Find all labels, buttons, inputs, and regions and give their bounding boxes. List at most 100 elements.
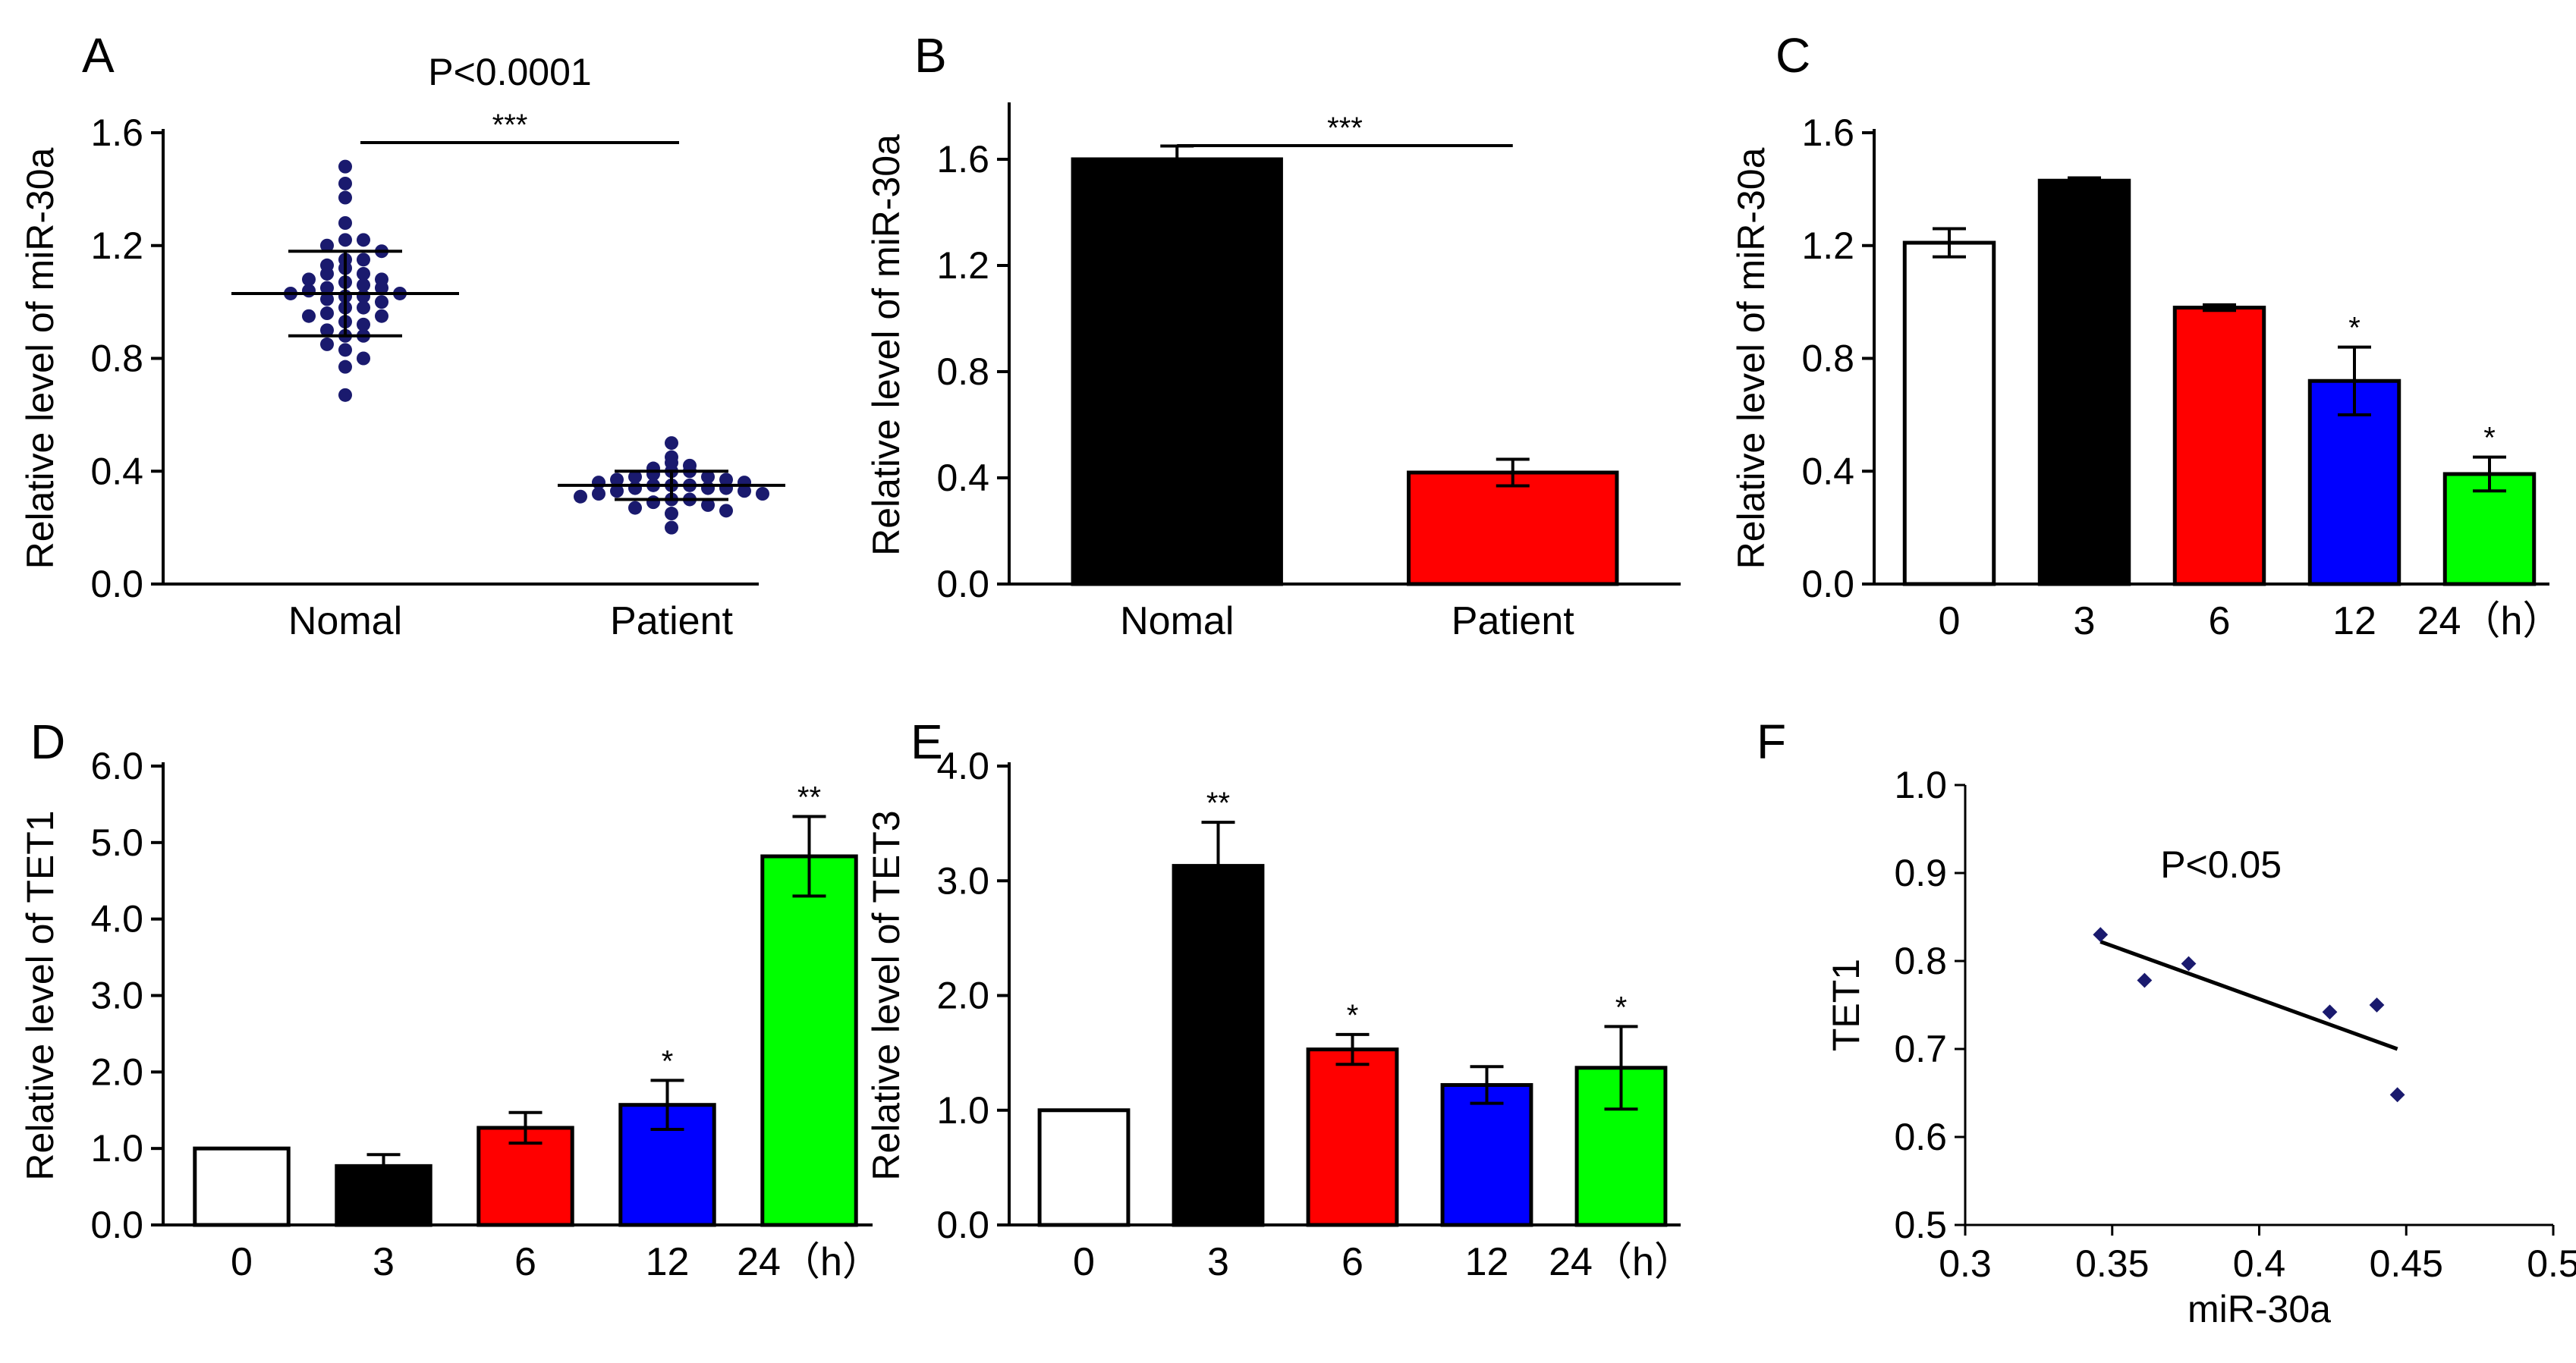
data-point [2181,956,2197,972]
y-tick-label: 0.0 [936,563,989,605]
y-tick-label: 5.0 [90,821,143,864]
y-axis-label: Relative level of miR-30a [865,134,907,556]
y-tick-label: 0.4 [90,450,143,492]
y-tick-label: 1.2 [90,225,143,267]
data-point [701,498,715,512]
data-point [2369,997,2385,1013]
p-value-annotation: P<0.0001 [428,51,591,93]
data-point [302,272,316,287]
p-value-annotation: P<0.05 [2160,843,2282,886]
data-point [338,176,352,190]
x-tick-label: 6 [2209,599,2231,643]
x-tick-label: 6 [514,1240,536,1284]
x-tick-label: 3 [2074,599,2096,643]
data-point [756,487,769,501]
x-tick-label: 0.3 [1939,1242,1992,1285]
y-tick-label: 0.4 [936,457,989,499]
x-tick-label: 12 [646,1240,690,1284]
x-tick-label: Nomal [1120,599,1234,643]
x-tick-label: 0.35 [2075,1242,2149,1285]
bar [1071,157,1283,586]
x-tick-label: 0 [1073,1240,1095,1284]
chart-panel-d: D 0.0 1.0 2.0 3.0 4.0 5.0 6.0 Relative level of … [19,714,882,1284]
data-point [719,481,733,495]
y-tick-label: 2.0 [90,1051,143,1093]
bar [1037,1108,1131,1227]
y-tick-label: 4.0 [90,898,143,941]
data-point [2322,1004,2338,1020]
x-tick-label: 24（h） [737,1240,882,1284]
chart-panel-e: E 0.0 1.0 2.0 3.0 4.0 Relative level of TET3 0 *… [865,714,1694,1284]
data-point [574,489,587,504]
data-point [357,233,370,247]
x-tick-label: 6 [1341,1240,1363,1284]
data-point [338,233,352,247]
x-tick-label: Patient [610,599,733,643]
y-tick-label: 0.0 [1801,563,1854,605]
data-point [320,337,334,351]
x-tick-label: 24（h） [1549,1240,1694,1284]
data-point [628,481,642,495]
significance-mark: *** [1327,111,1363,145]
significance-mark: * [1347,999,1359,1032]
y-tick-label: 0.6 [1894,1116,1947,1158]
data-point [357,351,370,366]
y-tick-label: 1.6 [90,111,143,154]
y-tick-label: 0.9 [1894,852,1947,894]
x-tick-label: 0.5 [2527,1242,2576,1285]
bar [1172,864,1265,1227]
x-tick-label: 0 [1939,599,1961,643]
y-axis-label: Relative level of TET1 [19,810,61,1180]
x-tick-label: Nomal [288,599,402,643]
data-point [357,317,370,331]
x-tick-label: 0.45 [2370,1242,2443,1285]
significance-mark: ** [1206,787,1230,820]
y-axis-label: TET1 [1825,959,1867,1051]
data-point [646,495,660,510]
data-point [375,281,388,295]
x-tick-label: 3 [373,1240,395,1284]
data-point [610,484,624,498]
data-point [338,190,352,205]
data-point [375,295,388,309]
y-tick-label: 1.0 [1894,764,1947,806]
panel-letter: C [1776,28,1810,83]
data-point [701,481,715,495]
data-point [719,504,733,518]
x-tick-label: 3 [1207,1240,1229,1284]
chart-panel-c: C 0.0 0.4 0.8 1.2 1.6 Relative level of miR-30… [1730,28,2562,643]
x-tick-label: Patient [1452,599,1574,643]
significance-mark: * [1615,991,1628,1024]
chart-panel-f: F 0.5 0.6 0.7 0.8 0.9 1.0 0.3 0.35 0.4 0.45 0.5 TET1… [1757,714,2576,1330]
significance-mark: * [2483,422,2496,455]
data-point [357,266,370,281]
y-tick-label: 0.0 [90,563,143,605]
data-point [610,473,624,487]
data-point [665,520,678,535]
significance-mark: *** [492,108,528,142]
data-point [338,216,352,230]
data-point [320,266,334,281]
data-point [665,507,678,521]
data-point [320,323,334,338]
y-tick-label: 2.0 [936,975,989,1017]
panel-letter: B [914,28,947,83]
data-point [338,343,352,357]
y-tick-label: 1.2 [1801,225,1854,267]
significance-mark: * [662,1044,674,1078]
panel-letter: E [911,714,943,769]
x-tick-label: 0.4 [2233,1242,2286,1285]
y-axis-label: Relative level of TET3 [865,810,907,1180]
panel-letter: D [30,714,65,769]
x-tick-label: 12 [2332,599,2376,643]
panel-letter: F [1757,714,1786,769]
y-tick-label: 1.6 [936,138,989,181]
bar [193,1146,291,1227]
fit-line [2099,940,2398,1051]
data-point [320,238,334,253]
data-point [738,484,751,498]
y-tick-label: 1.6 [1801,111,1854,154]
chart-panel-b: B 0.0 0.4 0.8 1.2 1.6 Relative level of miR-30… [865,28,1681,643]
